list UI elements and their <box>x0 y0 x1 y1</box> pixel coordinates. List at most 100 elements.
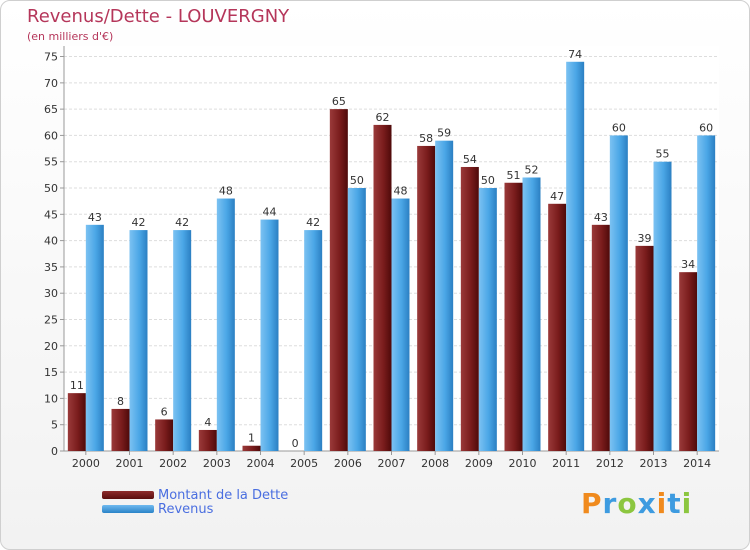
legend-label-revenus: Revenus <box>158 501 214 517</box>
bar-revenus-2010 <box>522 177 541 451</box>
data-label-revenus-2007: 48 <box>394 185 408 198</box>
y-tick-label: 60 <box>44 129 58 142</box>
y-tick-label: 30 <box>44 287 58 300</box>
data-label-revenus-2003: 48 <box>219 185 233 198</box>
x-tick-label-2000: 2000 <box>72 457 100 470</box>
y-tick-label: 15 <box>44 366 58 379</box>
legend-label-dette: Montant de la Dette <box>158 487 289 503</box>
bar-dette-2006 <box>329 109 348 451</box>
bar-revenus-2000 <box>85 224 104 451</box>
legend-item-dette: Montant de la Dette <box>102 487 288 503</box>
y-tick-label: 10 <box>44 392 58 405</box>
data-label-revenus-2012: 60 <box>612 121 626 134</box>
x-tick-label-2013: 2013 <box>640 457 668 470</box>
bar-revenus-2001 <box>129 230 148 451</box>
data-label-dette-2014: 34 <box>681 258 695 271</box>
bar-dette-2000 <box>67 393 86 451</box>
data-label-revenus-2004: 44 <box>263 206 277 219</box>
bar-dette-2011 <box>548 203 567 451</box>
bar-revenus-2004 <box>260 219 279 451</box>
logo-letter: t <box>667 487 682 520</box>
data-label-revenus-2014: 60 <box>699 121 713 134</box>
bar-dette-2014 <box>679 272 698 451</box>
data-label-dette-2006: 65 <box>332 95 346 108</box>
chart-title: Revenus/Dette - LOUVERGNY <box>27 6 290 27</box>
x-tick-label-2003: 2003 <box>203 457 231 470</box>
bar-dette-2002 <box>155 419 174 451</box>
logo-letter: P <box>581 487 603 520</box>
data-label-revenus-2013: 55 <box>656 148 670 161</box>
data-label-dette-2002: 6 <box>161 405 168 418</box>
data-label-dette-2003: 4 <box>204 416 211 429</box>
data-label-dette-2008: 58 <box>419 132 433 145</box>
data-label-revenus-2006: 50 <box>350 174 364 187</box>
y-tick-label: 70 <box>44 77 58 90</box>
data-label-dette-2010: 51 <box>507 169 521 182</box>
x-tick-label-2008: 2008 <box>421 457 449 470</box>
x-tick-label-2014: 2014 <box>683 457 711 470</box>
y-tick-label: 20 <box>44 340 58 353</box>
data-label-dette-2001: 8 <box>117 395 124 408</box>
legend-swatch-revenus <box>102 505 154 513</box>
bar-revenus-2006 <box>347 188 366 451</box>
bar-revenus-2007 <box>391 198 410 451</box>
x-tick-label-2011: 2011 <box>552 457 580 470</box>
x-tick-label-2007: 2007 <box>378 457 406 470</box>
data-label-dette-2013: 39 <box>638 232 652 245</box>
y-tick-label: 45 <box>44 208 58 221</box>
bar-dette-2012 <box>591 224 610 451</box>
bar-dette-2008 <box>417 145 436 451</box>
data-label-revenus-2001: 42 <box>132 216 146 229</box>
bar-revenus-2012 <box>609 135 628 451</box>
bar-revenus-2005 <box>304 230 323 451</box>
x-tick-label-2005: 2005 <box>290 457 318 470</box>
bar-revenus-2003 <box>216 198 235 451</box>
data-label-revenus-2011: 74 <box>568 48 582 61</box>
logo-letter: r <box>602 487 618 520</box>
data-label-dette-2004: 1 <box>248 432 255 445</box>
bar-dette-2010 <box>504 182 523 452</box>
legend-swatch-dette <box>102 491 154 499</box>
data-label-dette-2009: 54 <box>463 153 477 166</box>
bar-revenus-2008 <box>435 140 454 451</box>
bar-revenus-2014 <box>697 135 716 451</box>
proxiti-logo: Proxiti <box>581 487 692 520</box>
x-tick-label-2009: 2009 <box>465 457 493 470</box>
logo-letter: i <box>681 487 693 520</box>
legend-item-revenus: Revenus <box>102 501 213 517</box>
x-tick-label-2004: 2004 <box>247 457 275 470</box>
data-label-dette-2012: 43 <box>594 211 608 224</box>
bar-dette-2003 <box>198 429 217 451</box>
data-label-dette-2011: 47 <box>550 190 564 203</box>
data-label-dette-2005: 0 <box>292 437 299 450</box>
y-tick-label: 40 <box>44 235 58 248</box>
y-tick-label: 0 <box>51 445 58 458</box>
chart-subtitle: (en milliers d'€) <box>27 30 114 43</box>
x-tick-label-2012: 2012 <box>596 457 624 470</box>
logo-letter: o <box>617 487 638 520</box>
y-tick-label: 5 <box>51 419 58 432</box>
y-tick-label: 50 <box>44 182 58 195</box>
y-tick-label: 55 <box>44 156 58 169</box>
bar-revenus-2009 <box>478 188 497 451</box>
data-label-revenus-2010: 52 <box>525 163 539 176</box>
x-tick-label-2010: 2010 <box>509 457 537 470</box>
data-label-revenus-2002: 42 <box>175 216 189 229</box>
y-tick-label: 35 <box>44 261 58 274</box>
x-tick-label-2002: 2002 <box>159 457 187 470</box>
bar-revenus-2002 <box>173 230 192 451</box>
bar-dette-2001 <box>111 408 130 451</box>
data-label-revenus-2008: 59 <box>437 127 451 140</box>
bar-dette-2004 <box>242 445 261 451</box>
data-label-dette-2000: 11 <box>70 379 84 392</box>
x-tick-label-2006: 2006 <box>334 457 362 470</box>
logo-letter: i <box>656 487 668 520</box>
bar-dette-2013 <box>635 245 654 451</box>
data-label-revenus-2005: 42 <box>306 216 320 229</box>
data-label-revenus-2009: 50 <box>481 174 495 187</box>
y-tick-label: 25 <box>44 314 58 327</box>
bar-dette-2009 <box>460 166 479 451</box>
data-label-revenus-2000: 43 <box>88 211 102 224</box>
